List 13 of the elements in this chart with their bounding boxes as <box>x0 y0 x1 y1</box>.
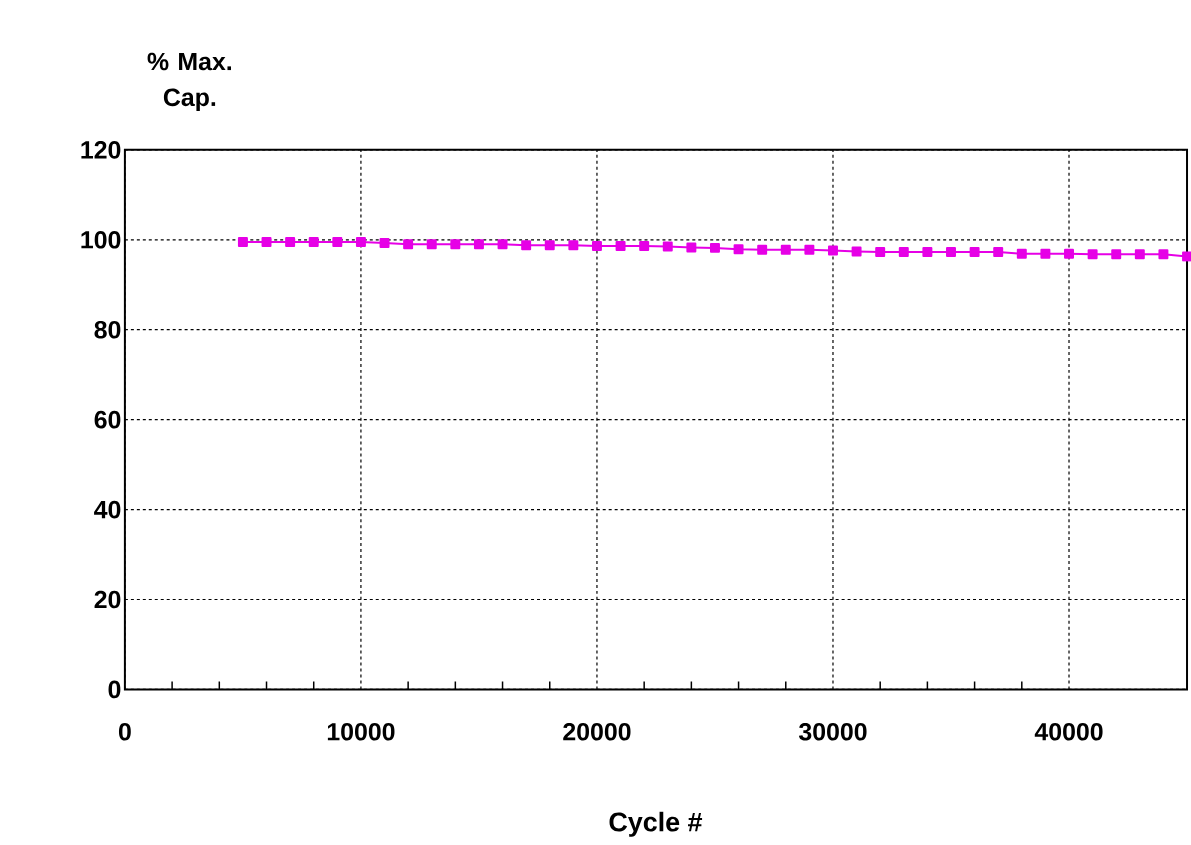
x-axis-title: Cycle # <box>609 811 703 837</box>
x-tick-label: 30000 <box>798 722 867 741</box>
y-axis-title: % Max. Cap. <box>147 52 231 111</box>
x-tick-label: 20000 <box>563 722 631 741</box>
y-tick-label: 120 <box>81 140 121 159</box>
y-tick-label: 40 <box>94 500 121 519</box>
y-tick-label: 100 <box>81 230 121 249</box>
y-tick-label: 80 <box>94 320 121 339</box>
y-tick-label: 60 <box>94 410 121 429</box>
y-tick-label: 20 <box>94 590 121 609</box>
y-tick-label: 0 <box>108 680 121 699</box>
x-tick-label: 10000 <box>327 722 395 741</box>
x-tick-label: 40000 <box>1034 722 1103 741</box>
